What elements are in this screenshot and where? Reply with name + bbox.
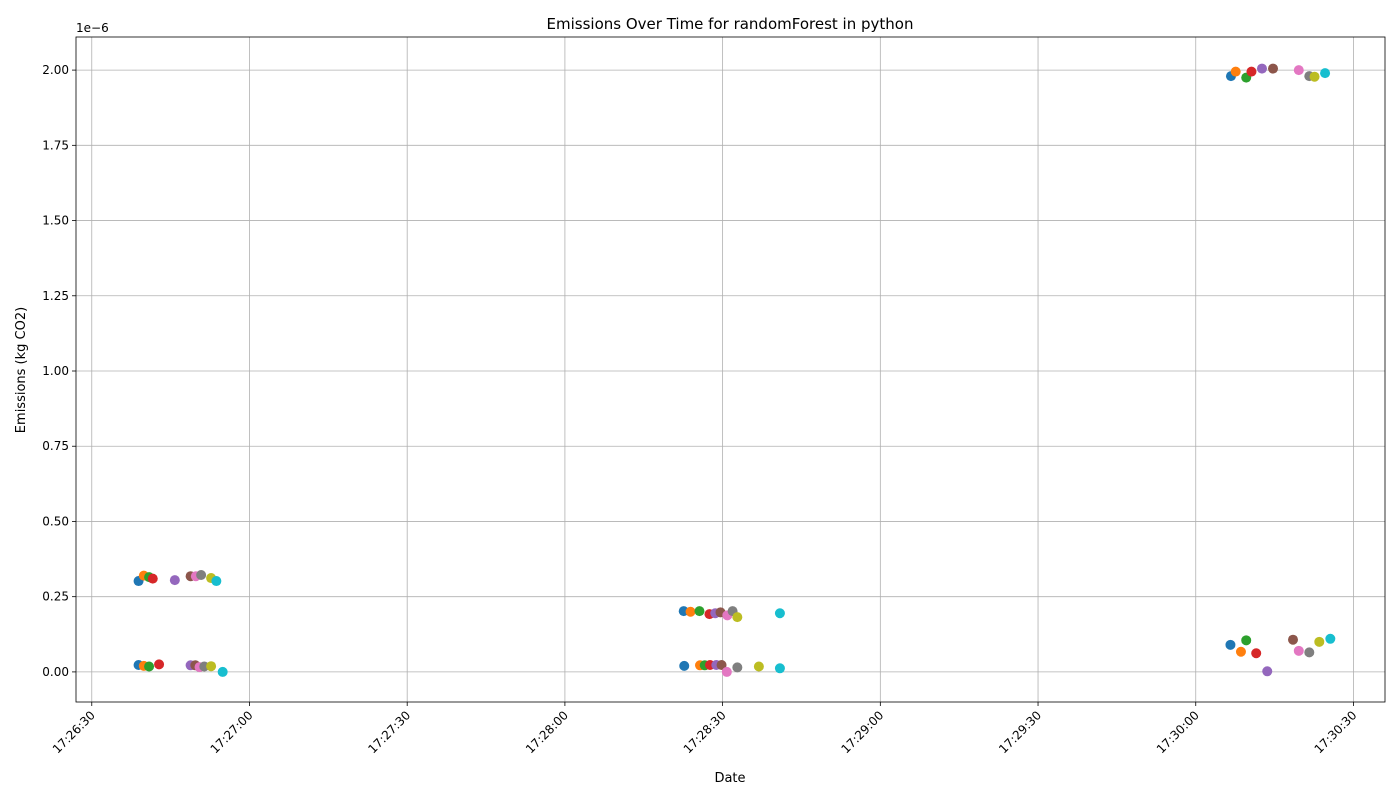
grid-lines [76, 37, 1385, 702]
data-point [694, 606, 705, 617]
data-point [1293, 645, 1304, 656]
y-tick-label: 1.25 [42, 289, 69, 303]
data-point [716, 659, 727, 670]
chart-title: Emissions Over Time for randomForest in … [547, 15, 914, 33]
y-tick-label: 0.50 [42, 514, 69, 528]
y-axis-title: Emissions (kg CO2) [14, 307, 29, 433]
data-point [144, 661, 155, 672]
data-point [685, 606, 696, 617]
x-axis: 17:26:30 17:27:00 17:27:30 17:28:00 17:28:30… [50, 702, 1360, 756]
data-point [721, 666, 732, 677]
x-tick-label: 17:30:30 [1312, 708, 1360, 756]
x-tick-label: 17:29:30 [996, 708, 1044, 756]
y-tick-label: 0.00 [42, 665, 69, 679]
x-axis-title: Date [714, 771, 745, 786]
data-point [196, 570, 207, 581]
y-tick-label: 2.00 [42, 63, 69, 77]
x-tick-label: 17:28:00 [523, 708, 571, 756]
plot-frame [75, 36, 1386, 703]
x-tick-label: 17:27:30 [365, 708, 413, 756]
y-axis-multiplier-label: 1e−6 [76, 21, 109, 35]
data-point [1304, 647, 1315, 658]
data-point [1251, 648, 1262, 659]
y-tick-label: 0.75 [42, 439, 69, 453]
data-point [774, 663, 785, 674]
x-tick-label: 17:29:00 [838, 708, 886, 756]
data-point [211, 576, 222, 587]
data-point [732, 662, 743, 673]
data-point [169, 575, 180, 586]
x-tick-label: 17:28:30 [681, 708, 729, 756]
data-point [1268, 63, 1279, 74]
data-point [1230, 66, 1241, 77]
y-tick-label: 1.75 [42, 138, 69, 152]
data-point [1314, 636, 1325, 647]
data-point [732, 612, 743, 623]
data-point [753, 661, 764, 672]
data-point [1293, 65, 1304, 76]
data-point [1320, 68, 1331, 79]
y-tick-label: 1.50 [42, 214, 69, 228]
data-point [1325, 633, 1336, 644]
y-tick-label: 1.00 [42, 364, 69, 378]
data-point [1235, 646, 1246, 657]
data-point [1288, 634, 1299, 645]
x-tick-label: 17:26:30 [50, 708, 98, 756]
y-tick-label: 0.25 [42, 590, 69, 604]
data-point [217, 666, 228, 677]
data-point [1256, 63, 1267, 74]
data-point [206, 661, 217, 672]
data-point [154, 659, 165, 670]
data-points [133, 63, 1336, 677]
data-point [1241, 635, 1252, 646]
data-point [1262, 666, 1273, 677]
data-point [1309, 71, 1320, 82]
x-tick-label: 17:27:00 [208, 708, 256, 756]
data-point [679, 660, 690, 671]
data-point [1225, 639, 1236, 650]
data-point [1246, 66, 1257, 77]
y-axis: 0.00 0.25 0.50 0.75 1.00 1.25 1.50 1.75 2.00 [42, 63, 76, 679]
data-point [147, 573, 158, 584]
x-tick-label: 17:30:00 [1154, 708, 1202, 756]
data-point [774, 608, 785, 619]
